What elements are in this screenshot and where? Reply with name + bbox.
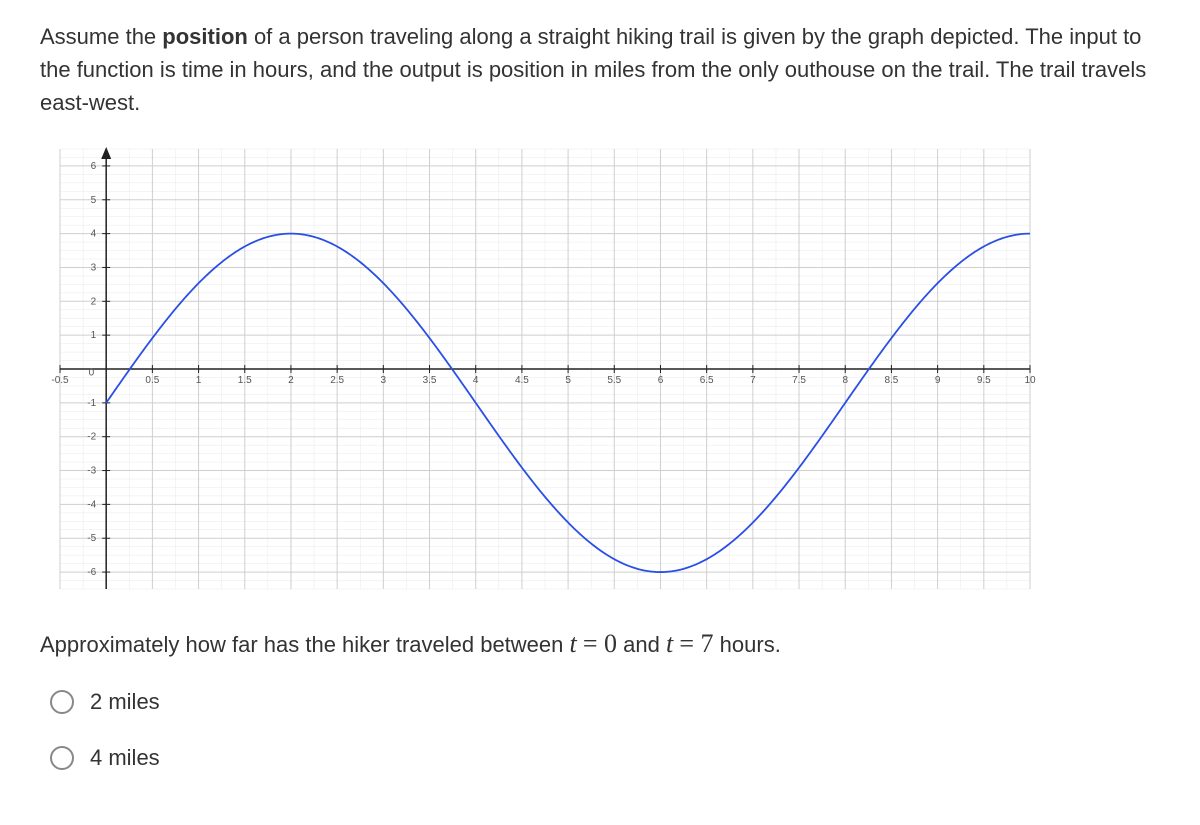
svg-text:0.5: 0.5 — [145, 375, 159, 386]
svg-text:4.5: 4.5 — [515, 375, 529, 386]
svg-text:-1: -1 — [87, 398, 96, 409]
svg-text:4: 4 — [91, 229, 97, 240]
eq2-right: 7 — [701, 629, 714, 658]
svg-text:8.5: 8.5 — [884, 375, 898, 386]
chart-svg: 0 1 2 3 4 5 6 7 8 9 10 -0.5 0.5 1.5 2.5 3.5 4.5 5.5 6.5 7.5… — [40, 139, 1040, 599]
followup-mid: and — [623, 632, 666, 657]
eq1-right: 0 — [604, 629, 617, 658]
svg-text:9: 9 — [935, 375, 941, 386]
svg-text:9.5: 9.5 — [977, 375, 991, 386]
option-label: 2 miles — [90, 689, 160, 715]
svg-text:3.5: 3.5 — [423, 375, 437, 386]
svg-text:-2: -2 — [87, 432, 96, 443]
svg-text:-6: -6 — [87, 567, 96, 578]
radio-button[interactable] — [50, 746, 74, 770]
svg-text:5.5: 5.5 — [607, 375, 621, 386]
svg-text:7: 7 — [750, 375, 756, 386]
followup-question: Approximately how far has the hiker trav… — [40, 629, 1160, 659]
svg-text:-0.5: -0.5 — [51, 375, 69, 386]
question-bold: position — [162, 24, 248, 49]
svg-text:10: 10 — [1024, 375, 1036, 386]
svg-text:-4: -4 — [87, 499, 96, 510]
svg-text:-3: -3 — [87, 466, 96, 477]
svg-text:6: 6 — [91, 161, 97, 172]
svg-text:3: 3 — [91, 262, 97, 273]
radio-button[interactable] — [50, 690, 74, 714]
svg-text:-5: -5 — [87, 533, 96, 544]
svg-text:5: 5 — [91, 195, 97, 206]
question-prefix: Assume the — [40, 24, 162, 49]
followup-suffix: hours. — [720, 632, 781, 657]
svg-text:5: 5 — [565, 375, 571, 386]
svg-text:6: 6 — [658, 375, 664, 386]
question-text: Assume the position of a person travelin… — [40, 20, 1160, 119]
svg-text:2: 2 — [288, 375, 294, 386]
option-row: 2 miles — [50, 689, 1160, 715]
eq1-left: t — [570, 629, 577, 658]
svg-text:1: 1 — [91, 330, 97, 341]
option-label: 4 miles — [90, 745, 160, 771]
position-chart: 0 1 2 3 4 5 6 7 8 9 10 -0.5 0.5 1.5 2.5 3.5 4.5 5.5 6.5 7.5… — [40, 139, 1160, 599]
svg-text:8: 8 — [842, 375, 848, 386]
svg-text:2.5: 2.5 — [330, 375, 344, 386]
svg-text:7.5: 7.5 — [792, 375, 806, 386]
eq2-left: t — [666, 629, 673, 658]
option-row: 4 miles — [50, 745, 1160, 771]
svg-text:4: 4 — [473, 375, 479, 386]
eq2-eq: = — [679, 629, 700, 658]
followup-prefix: Approximately how far has the hiker trav… — [40, 632, 570, 657]
svg-text:6.5: 6.5 — [700, 375, 714, 386]
svg-text:2: 2 — [91, 296, 97, 307]
eq1-eq: = — [583, 629, 604, 658]
svg-text:1: 1 — [196, 375, 202, 386]
svg-text:3: 3 — [381, 375, 387, 386]
svg-text:0: 0 — [89, 368, 95, 379]
svg-text:1.5: 1.5 — [238, 375, 252, 386]
